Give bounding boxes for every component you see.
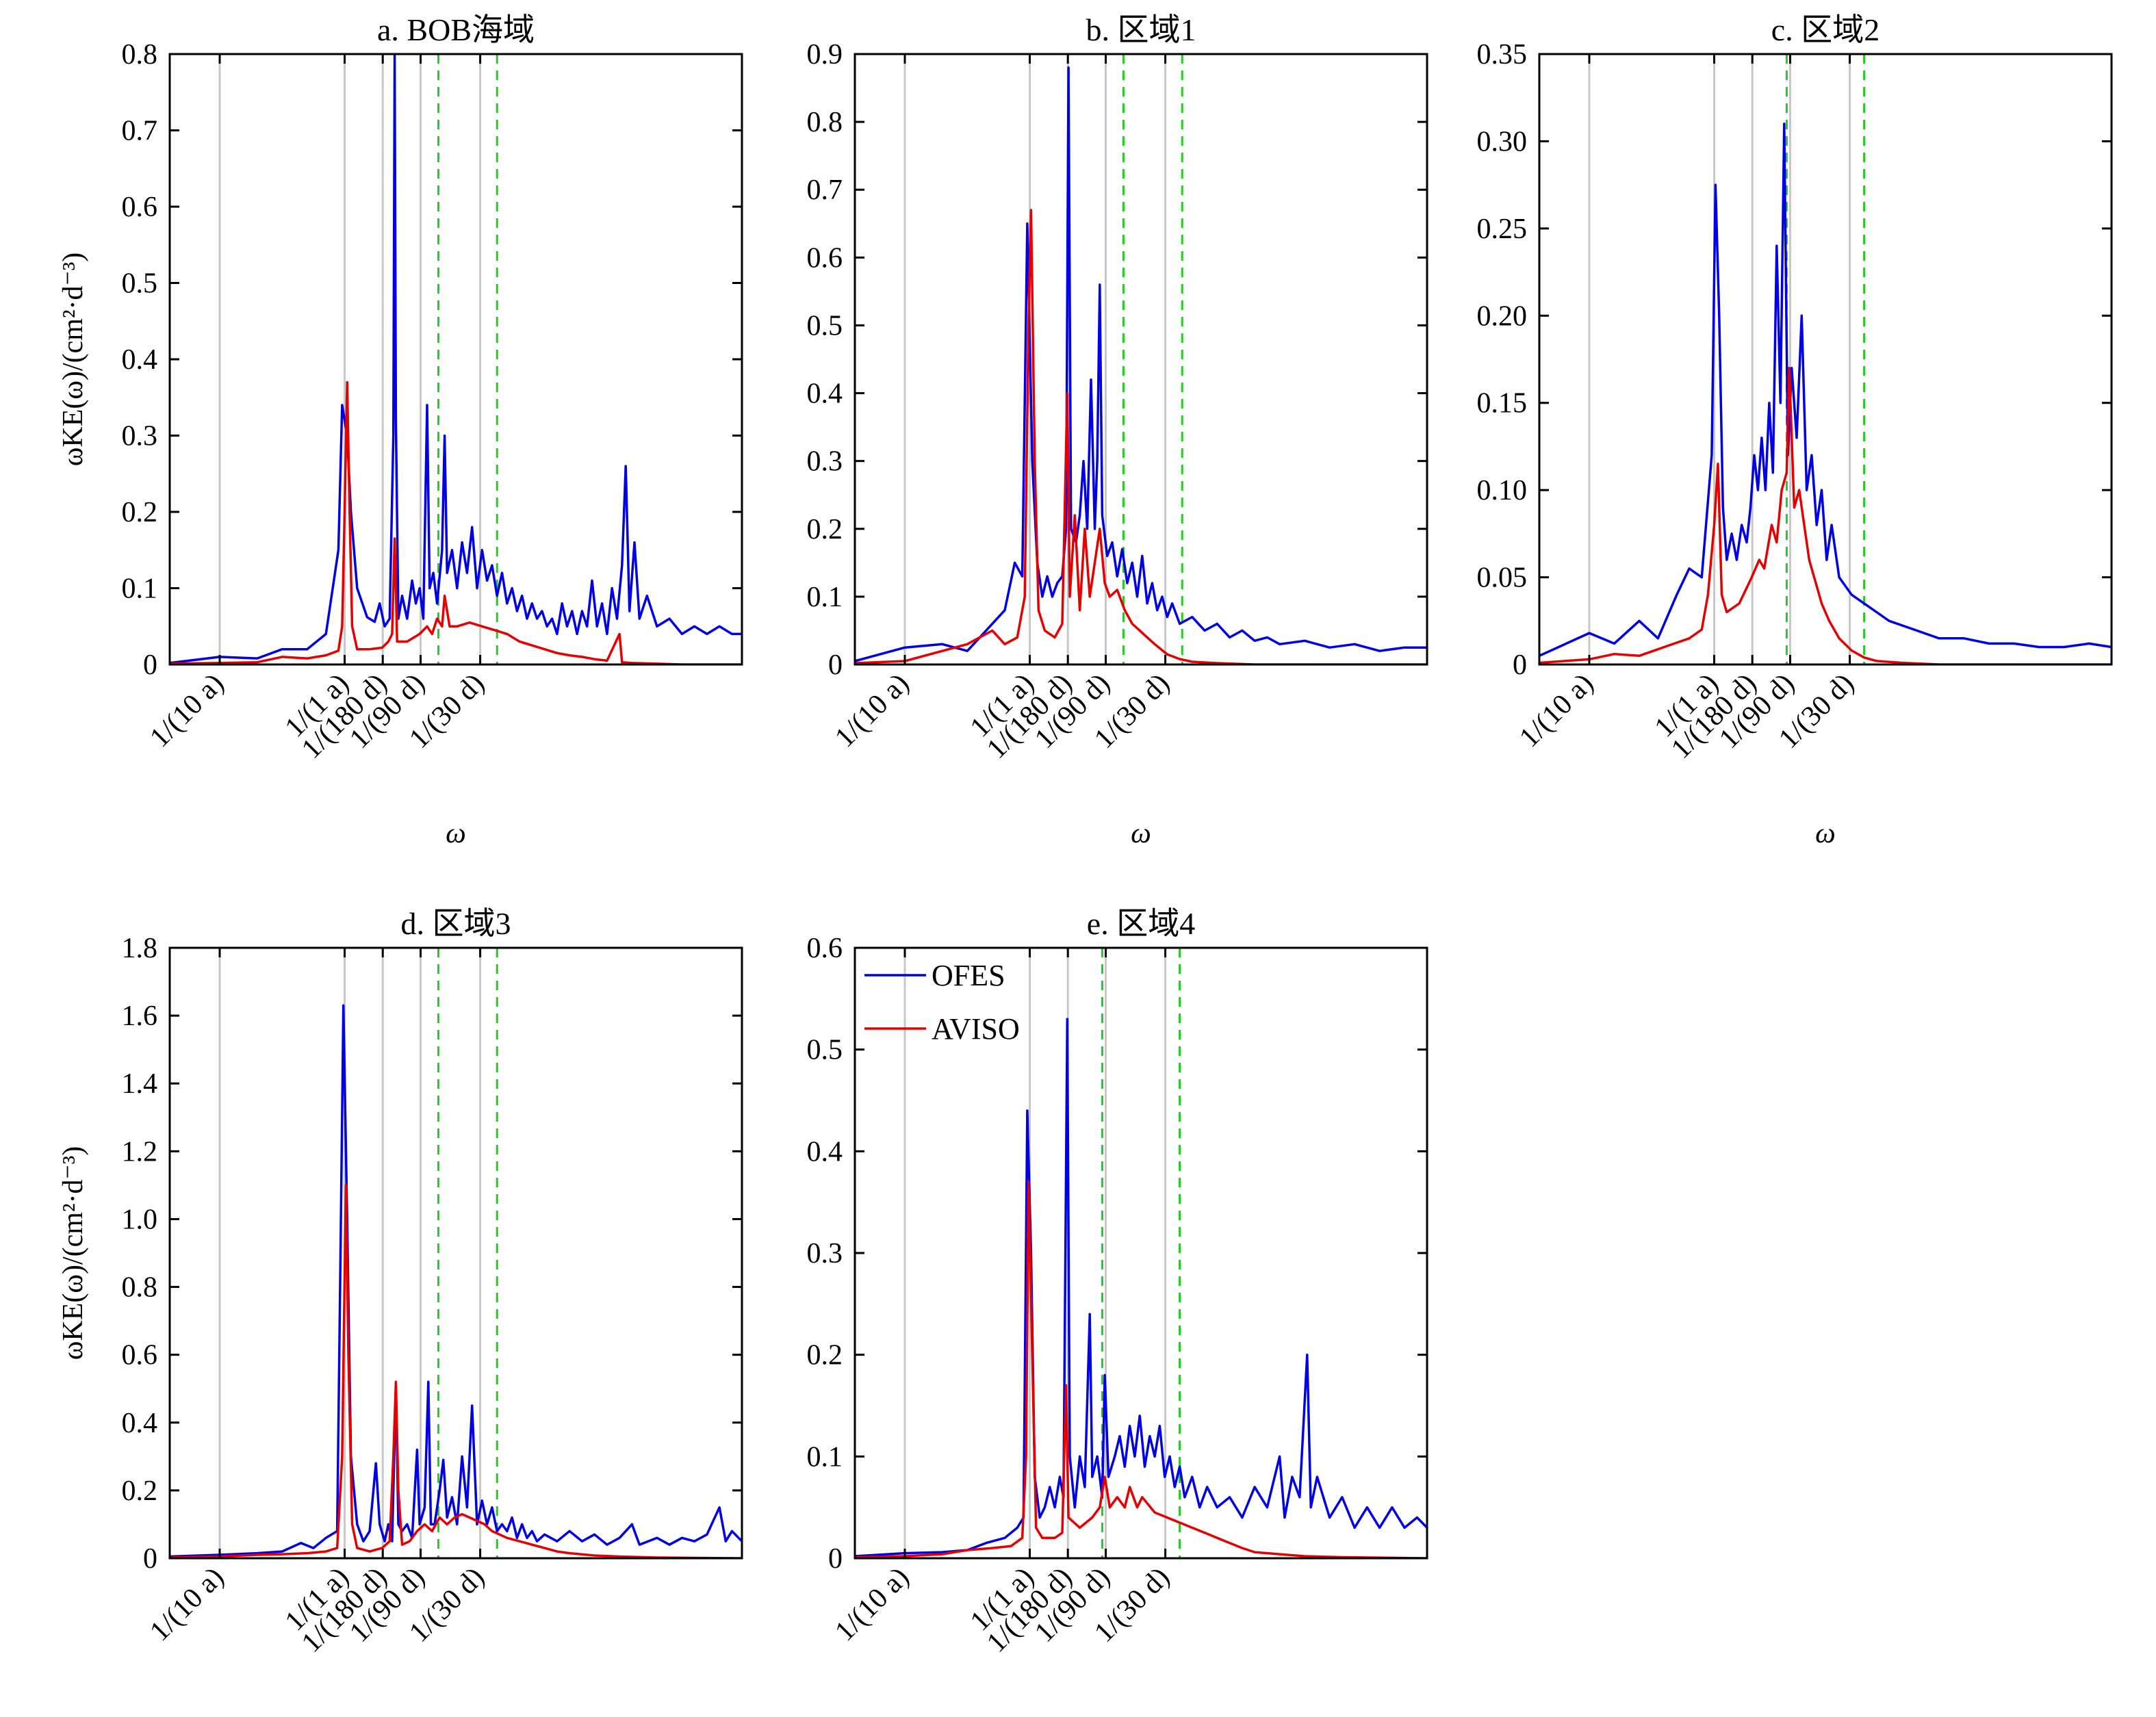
legend-label-ofes: OFES	[932, 959, 1005, 992]
panel-title: d. 区域3	[401, 906, 511, 941]
series-line-ofes	[855, 66, 1427, 662]
y-tick-label: 0.7	[807, 175, 843, 206]
panel-1: 00.10.20.30.40.50.60.70.81/(10 a) 1/(1 a)…	[57, 12, 743, 849]
y-tick-label: 1.0	[122, 1204, 158, 1235]
plot-frame	[854, 53, 1428, 666]
series-line-aviso	[170, 1184, 742, 1558]
y-tick-label: 0	[143, 649, 157, 681]
x-axis-label: ω	[1131, 1712, 1151, 1717]
y-tick-label: 0.4	[807, 378, 843, 410]
panel-5: 00.10.20.30.40.50.61/(10 a) 1/(1 a)1/(180…	[807, 906, 1428, 1717]
legend-label-aviso: AVISO	[932, 1012, 1020, 1046]
y-tick-label: 0.05	[1477, 563, 1528, 594]
y-tick-label: 0.6	[122, 1340, 158, 1371]
y-tick-label: 0.4	[122, 1408, 158, 1439]
y-tick-label: 0	[828, 649, 843, 681]
y-tick-label: 0.4	[807, 1136, 843, 1167]
y-tick-label: 0.8	[807, 107, 843, 138]
y-axis-label: ωKE(ω)/(cm²·d⁻³)	[57, 1146, 89, 1360]
plot-frame	[1538, 53, 2113, 666]
series-line-aviso	[1539, 366, 2112, 664]
series-line-aviso	[855, 1180, 1427, 1558]
legend: OFES AVISO	[864, 959, 1020, 1046]
y-tick-label: 0.10	[1477, 475, 1528, 506]
panel-2: 00.10.20.30.40.50.60.70.80.91/(10 a) 1/(1…	[807, 12, 1428, 849]
series-line-aviso	[170, 380, 742, 664]
series-line-aviso	[855, 209, 1427, 664]
y-tick-label: 0.3	[122, 421, 158, 452]
y-tick-label: 0.9	[807, 39, 843, 70]
panel-title: a. BOB海域	[377, 12, 535, 47]
y-tick-label: 1.6	[122, 1000, 158, 1032]
series-line-ofes	[855, 1018, 1427, 1558]
y-tick-label: 0.2	[807, 514, 843, 545]
panel-title: c. 区域2	[1771, 12, 1879, 47]
panel-4: 00.20.40.60.81.01.21.41.61.81/(10 a) 1/(1…	[57, 906, 743, 1717]
y-tick-label: 0.6	[807, 242, 843, 274]
y-tick-label: 0.5	[807, 1035, 843, 1066]
series-line-ofes	[170, 54, 742, 664]
y-tick-label: 0	[143, 1543, 157, 1575]
panel-3: 00.050.100.150.200.250.300.351/(10 a) 1/(…	[1477, 12, 2113, 849]
y-tick-label: 0.6	[807, 933, 843, 964]
y-tick-label: 0.1	[807, 1441, 843, 1473]
y-tick-label: 0.30	[1477, 126, 1528, 157]
y-tick-label: 0.5	[122, 268, 158, 300]
plot-frame	[168, 946, 743, 1560]
x-axis-label: ω	[1815, 818, 1836, 849]
y-tick-label: 0.1	[122, 573, 158, 605]
y-tick-label: 0.35	[1477, 39, 1528, 70]
y-tick-label: 1.8	[122, 933, 158, 964]
y-tick-label: 0.3	[807, 1238, 843, 1269]
y-axis-label: ωKE(ω)/(cm²·d⁻³)	[57, 253, 89, 467]
y-tick-label: 0.2	[807, 1340, 843, 1371]
y-tick-label: 0.7	[122, 116, 158, 147]
y-tick-label: 1.2	[122, 1136, 158, 1167]
y-tick-label: 1.4	[122, 1068, 158, 1100]
y-tick-label: 0	[1513, 649, 1527, 681]
y-tick-label: 0.15	[1477, 388, 1528, 419]
y-tick-label: 0.8	[122, 1272, 158, 1304]
panel-title: e. 区域4	[1087, 906, 1195, 941]
y-tick-label: 0.20	[1477, 300, 1528, 332]
x-axis-label: ω	[446, 818, 466, 849]
y-tick-label: 0.5	[807, 310, 843, 341]
y-tick-label: 0.4	[122, 344, 158, 376]
series-line-ofes	[170, 1004, 742, 1558]
y-tick-label: 0.2	[122, 497, 158, 528]
y-tick-label: 0.3	[807, 446, 843, 478]
panel-title: b. 区域1	[1086, 12, 1196, 47]
x-axis-label: ω	[1131, 818, 1151, 849]
y-tick-label: 0.8	[122, 39, 158, 70]
y-tick-label: 0.2	[122, 1475, 158, 1507]
y-tick-label: 0.25	[1477, 214, 1528, 245]
y-tick-label: 0.6	[122, 192, 158, 223]
y-tick-label: 0.1	[807, 582, 843, 613]
y-tick-label: 0	[828, 1543, 843, 1575]
x-axis-label: ω	[446, 1712, 466, 1717]
series-line-ofes	[1539, 122, 2112, 657]
